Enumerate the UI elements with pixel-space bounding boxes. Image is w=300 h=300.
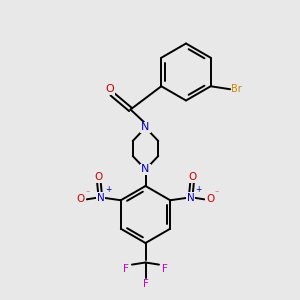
Text: ⁻: ⁻ [215,188,219,197]
Text: N: N [141,122,150,133]
Text: +: + [195,185,202,194]
Text: F: F [162,263,168,274]
Text: N: N [97,193,104,203]
Text: ⁻: ⁻ [85,188,89,197]
Text: N: N [187,193,194,203]
Text: O: O [76,194,85,204]
Text: +: + [105,185,112,194]
Text: O: O [188,172,196,182]
Text: N: N [141,164,150,175]
Text: O: O [105,84,114,94]
Text: O: O [206,194,214,204]
Text: F: F [142,279,148,290]
Text: F: F [123,263,129,274]
Text: Br: Br [231,84,242,94]
Text: O: O [95,172,103,182]
